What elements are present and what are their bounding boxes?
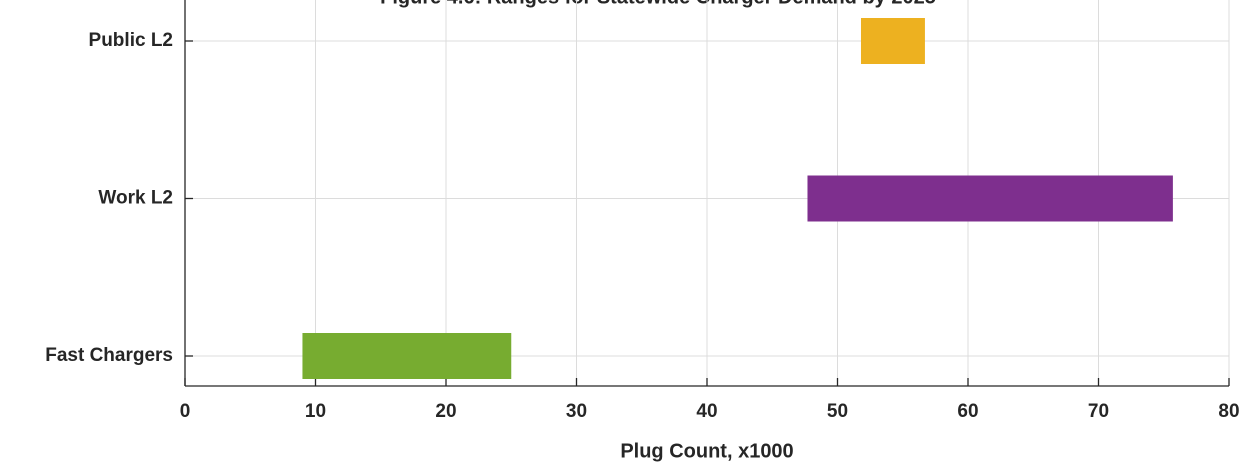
- x-tick-label: 60: [957, 401, 978, 422]
- x-tick-label: 10: [305, 401, 326, 422]
- x-tick-label: 70: [1088, 401, 1109, 422]
- x-tick-label: 80: [1218, 401, 1239, 422]
- chart-title: Figure 4.6: Ranges for Statewide Charger…: [380, 0, 936, 8]
- x-tick-label: 40: [696, 401, 717, 422]
- y-tick-label: Public L2: [89, 30, 173, 51]
- x-tick-label: 50: [827, 401, 848, 422]
- x-tick-label: 30: [566, 401, 587, 422]
- y-tick-label: Work L2: [98, 188, 173, 209]
- y-tick-label: Fast Chargers: [45, 345, 173, 366]
- range-bar: [860, 18, 925, 64]
- x-tick-label: 0: [180, 401, 191, 422]
- range-bar: [807, 175, 1173, 222]
- range-bar: [302, 333, 512, 379]
- x-tick-label: 20: [435, 401, 456, 422]
- x-axis-label: Plug Count, x1000: [620, 440, 793, 462]
